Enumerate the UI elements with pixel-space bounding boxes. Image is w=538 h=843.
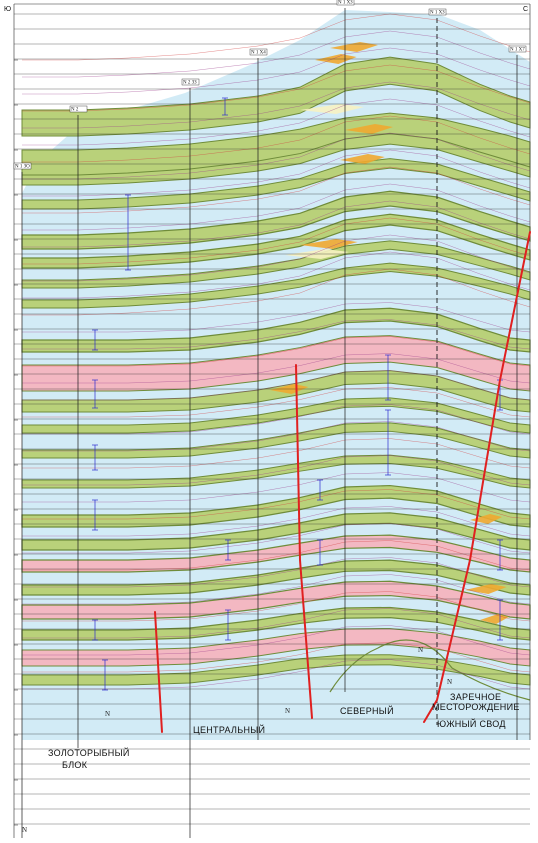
lens-4 — [345, 124, 393, 134]
well-tag-4: N 1 Х4 — [249, 48, 268, 56]
interval-marker-4 — [92, 444, 98, 471]
well-tag-text: N 2 — [71, 108, 79, 113]
zarechnoe-label-line1: ЗАРЕЧНОЕ — [450, 692, 501, 702]
well-tags: N 1 ЗО N 2 N 2 ЗЗ N 1 Х4 N 1 ХЗ N 1 ХЗ N 1 Х7 — [13, 0, 527, 170]
zolotorybny-block-label-line2: БЛОК — [62, 760, 88, 770]
well-tag-1: N 1 ЗО — [13, 162, 32, 170]
well-tag-2: N 2 — [69, 105, 88, 113]
well-tag-text: N 1 Х4 — [251, 51, 266, 56]
interval-marker-5 — [92, 499, 98, 531]
lens-6 — [300, 239, 358, 249]
stratigraphic-layers — [21, 42, 531, 701]
basement-arch — [329, 639, 531, 701]
well-tag-3: N 2 ЗЗ — [181, 78, 200, 86]
lens-5 — [340, 154, 385, 164]
well-tag-box — [336, 0, 355, 6]
basement-symbol-arch: N — [418, 646, 423, 654]
well-tag-text: N 2 ЗЗ — [183, 81, 197, 86]
fault-line-3 — [423, 231, 531, 723]
well-lines — [21, 8, 518, 838]
interval-markers — [92, 97, 503, 691]
interval-marker-9 — [497, 539, 503, 571]
bed-line-3 — [22, 47, 531, 95]
interval-marker-16 — [92, 619, 98, 641]
well-tag-text: N 1 ХЗ — [338, 1, 353, 6]
interval-marker-14 — [225, 609, 231, 641]
interval-marker-6 — [385, 354, 391, 401]
northern-block-label: СЕВЕРНЫЙ — [340, 705, 394, 716]
lens-10 — [465, 584, 507, 594]
south-arch-label: ЮЖНЫЙ СВОД — [437, 718, 506, 729]
bed-line-2 — [22, 30, 531, 78]
depth-grid — [13, 3, 531, 838]
fault-lines — [154, 231, 531, 733]
fault-line-1 — [154, 611, 163, 733]
interval-marker-13 — [225, 539, 231, 561]
basement-symbol-zarechnoe: N — [447, 678, 452, 686]
interval-marker-2 — [92, 329, 98, 351]
well-tag-box — [428, 8, 447, 16]
well-tag-6: N 1 ХЗ — [428, 8, 447, 16]
well-tag-box — [249, 48, 268, 56]
interval-marker-11 — [317, 479, 323, 501]
interval-marker-1 — [125, 194, 131, 271]
basement-symbol-zolotorybny: N — [22, 826, 27, 834]
basement-symbol-northern: N — [285, 707, 290, 715]
interval-marker-17 — [497, 599, 503, 641]
well-tag-text: N 1 Х7 — [510, 48, 525, 53]
central-block-label: ЦЕНТРАЛЬНЫЙ — [193, 724, 265, 735]
well-tag-7: N 1 Х7 — [508, 45, 527, 53]
bed-line-1 — [22, 13, 531, 61]
fault-line-2 — [295, 364, 313, 719]
lens-1 — [330, 42, 378, 52]
well-tag-box — [508, 45, 527, 53]
depth-tick-labels — [14, 59, 18, 826]
basement-symbol-central: N — [105, 710, 110, 718]
interval-marker-10 — [222, 97, 228, 116]
well-tag-box — [13, 162, 32, 170]
lens-9 — [470, 514, 502, 524]
well-tag-text: N 1 ХЗ — [430, 11, 445, 16]
south-label: Ю — [4, 6, 11, 13]
interval-marker-7 — [385, 409, 391, 476]
well-tag-box — [181, 78, 200, 86]
interval-marker-15 — [102, 659, 108, 691]
north-label: С — [523, 6, 528, 13]
well-tag-box — [69, 105, 88, 113]
zolotorybny-block-label-line1: ЗОЛОТОРЫБНЫЙ — [48, 747, 130, 758]
well-tag-text: N 1 ЗО — [15, 165, 30, 170]
interval-marker-3 — [92, 379, 98, 409]
well-tag-5: N 1 ХЗ — [336, 0, 355, 6]
interval-marker-12 — [317, 539, 323, 566]
lens-3 — [300, 104, 364, 114]
zarechnoe-label-line2: МЕСТОРОЖДЕНИЕ — [432, 702, 520, 712]
